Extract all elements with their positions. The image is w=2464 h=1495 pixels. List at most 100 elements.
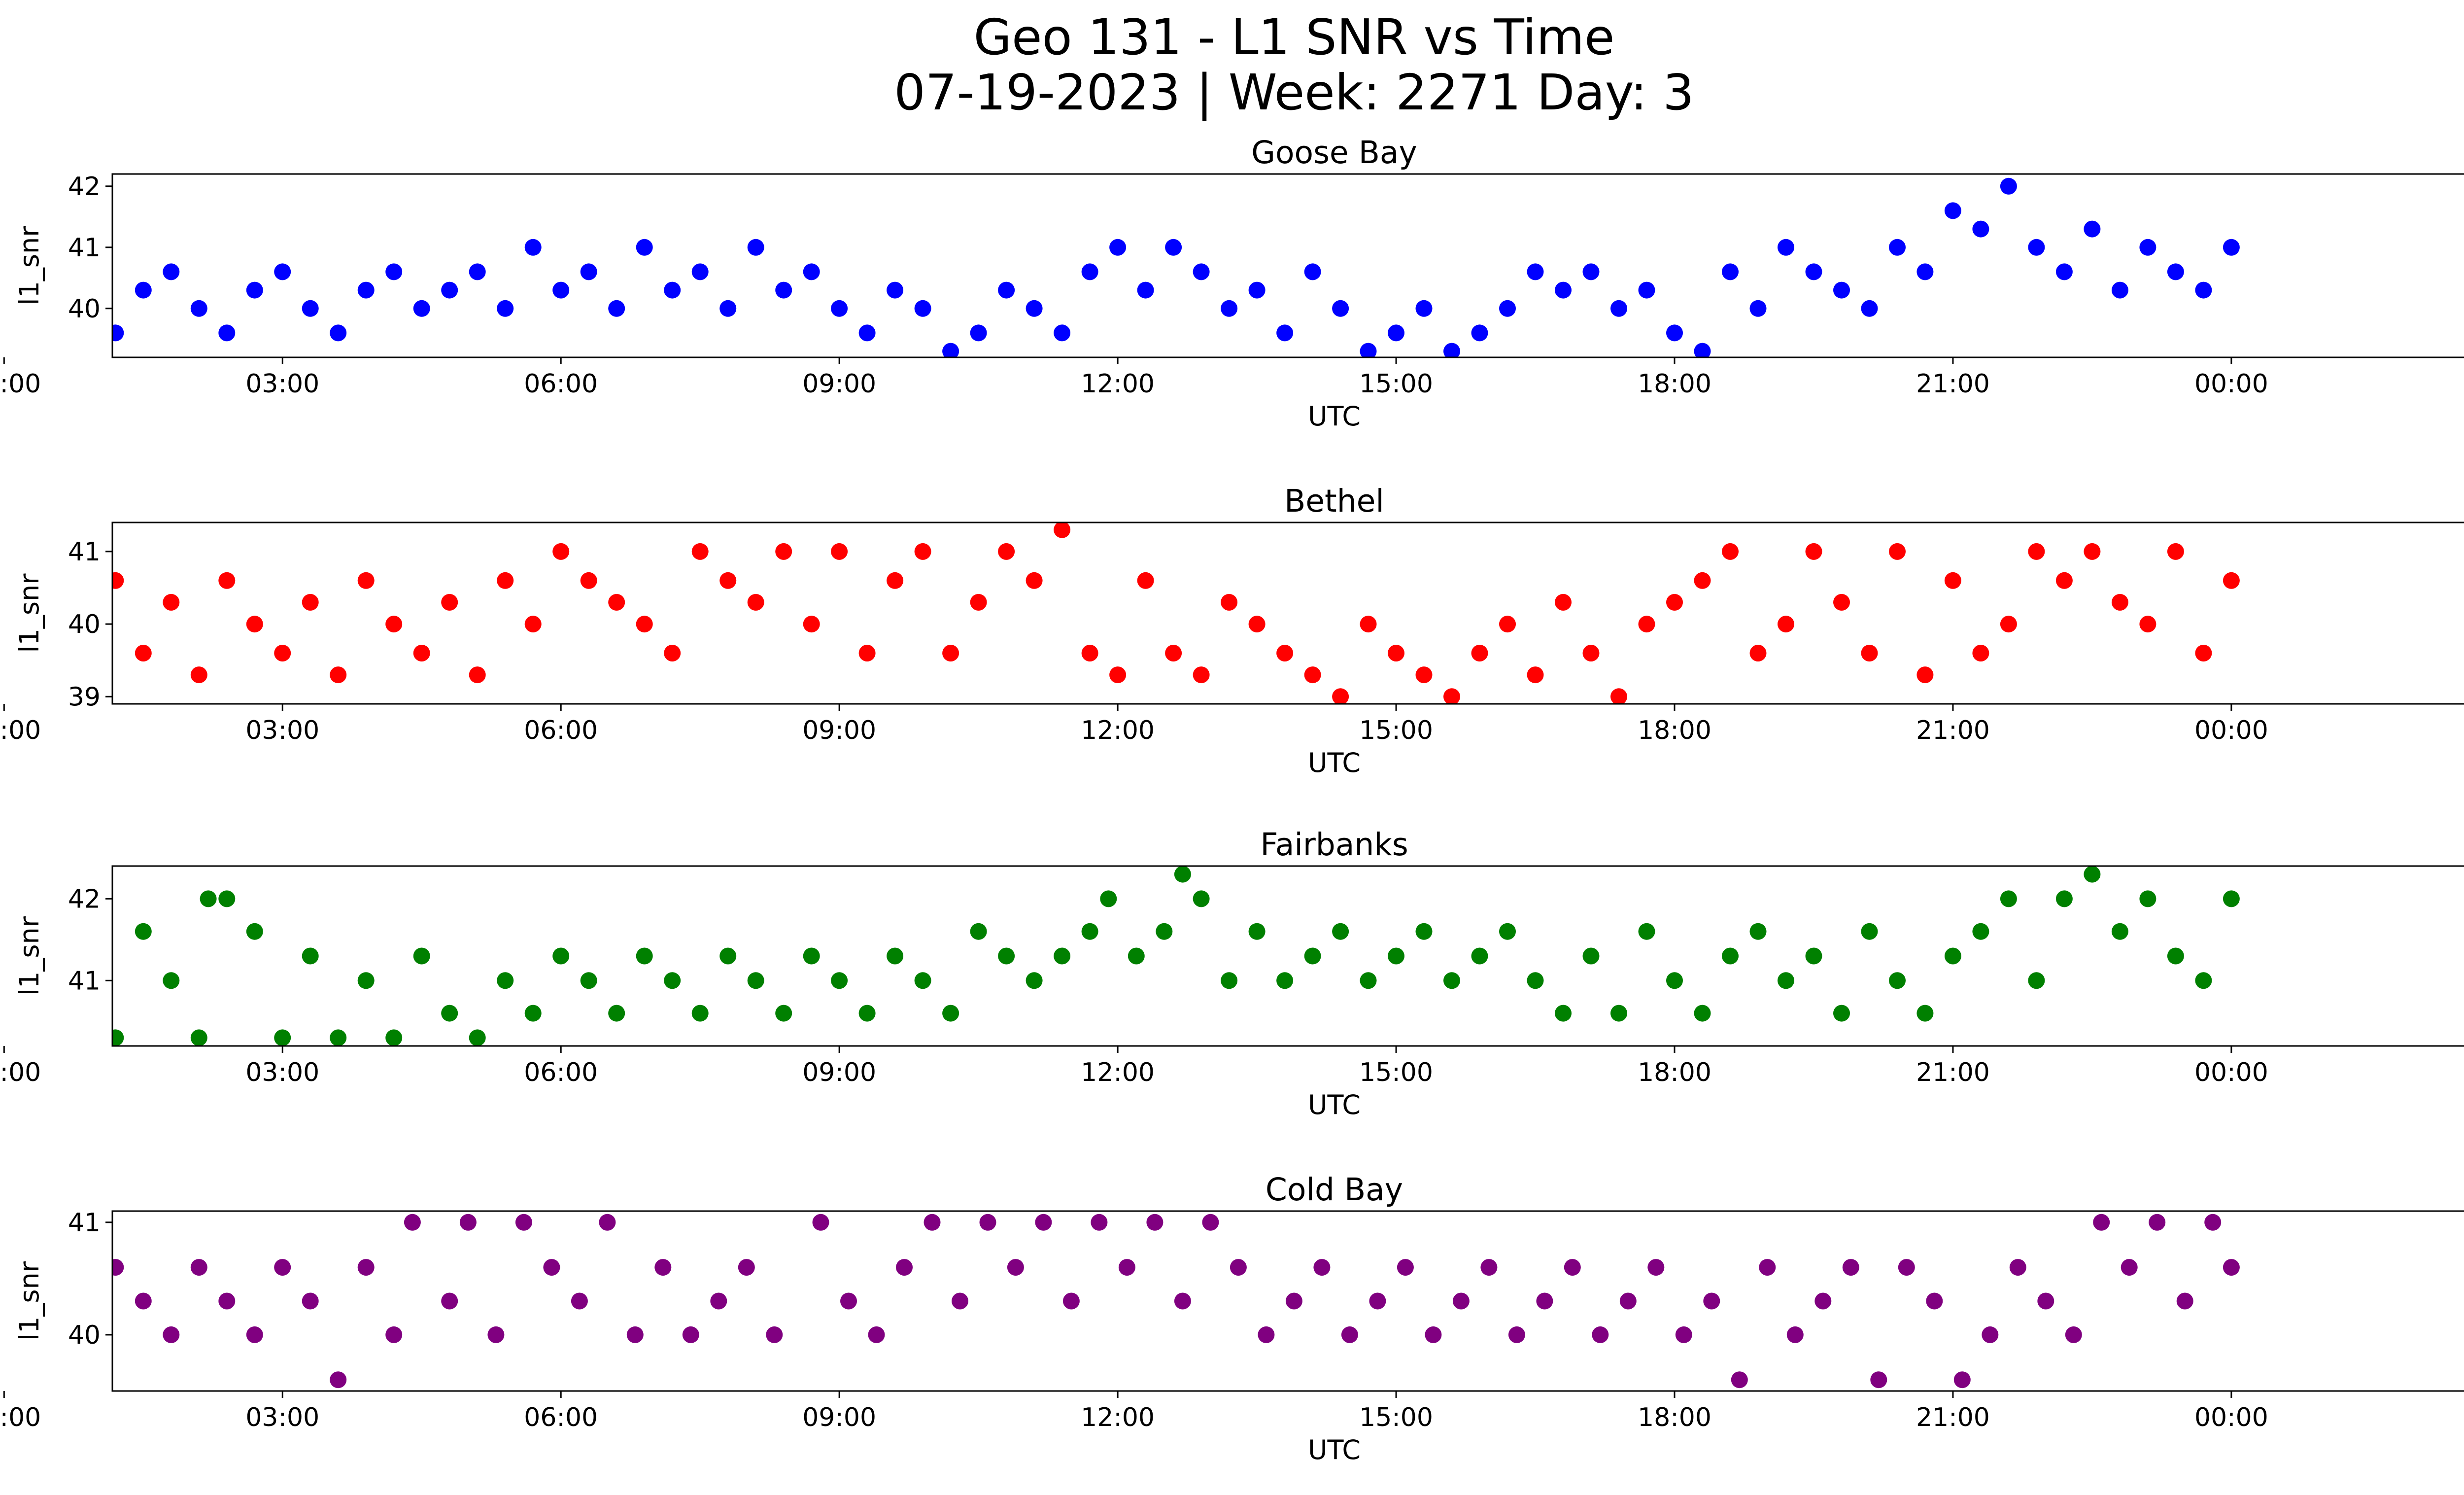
x-tick-label: 21:00: [1916, 1403, 1990, 1432]
x-tick-label: 06:00: [524, 369, 598, 399]
data-point: [1861, 923, 1878, 940]
data-point: [2223, 890, 2240, 907]
data-point: [970, 923, 987, 940]
data-point: [1248, 923, 1266, 940]
data-point: [1304, 947, 1321, 965]
data-point: [1415, 666, 1433, 684]
x-tick-label: 06:00: [524, 716, 598, 745]
data-point: [1508, 1326, 1525, 1343]
data-point: [1081, 645, 1098, 661]
data-point: [1109, 666, 1127, 684]
data-point: [1276, 645, 1294, 661]
data-point: [246, 1326, 263, 1343]
data-point: [302, 300, 319, 317]
data-point: [441, 593, 458, 611]
data-point: [571, 1292, 588, 1310]
data-point: [218, 324, 236, 342]
x-tick-label: 15:00: [1359, 1403, 1433, 1432]
data-point: [163, 1326, 180, 1343]
data-point: [1415, 300, 1433, 317]
y-axis-label: l1_snr: [14, 916, 45, 996]
y-tick-label: 41: [68, 537, 101, 567]
data-point: [1805, 263, 1822, 280]
data-point: [664, 645, 681, 661]
data-point: [2121, 1259, 2138, 1276]
data-point: [719, 947, 737, 965]
data-point: [1889, 239, 1906, 256]
axes-frame: [111, 1210, 2464, 1392]
x-axis-label: UTC: [1308, 1089, 1361, 1120]
data-point: [1091, 1214, 1108, 1231]
data-point: [691, 263, 709, 280]
data-point: [1313, 1259, 1331, 1276]
y-tick-label: 41: [68, 233, 101, 263]
data-point: [2084, 543, 2101, 560]
data-point: [135, 645, 152, 661]
data-point: [357, 972, 375, 989]
data-point: [2195, 645, 2212, 661]
data-point: [246, 923, 263, 940]
data-point: [691, 543, 709, 560]
data-point: [831, 972, 848, 989]
data-point: [887, 947, 904, 965]
data-point: [1805, 947, 1822, 965]
data-point: [1193, 666, 1210, 684]
x-tick-label: 12:00: [1081, 1403, 1155, 1432]
data-point: [580, 263, 597, 280]
data-point: [2149, 1214, 2166, 1231]
subplots-container: Goose Bay 00:00 03:00 06:00 09:00 12:00 15:00 1…: [0, 135, 2464, 1465]
data-point: [2055, 572, 2073, 589]
data-point: [1332, 300, 1349, 317]
data-point: [190, 1259, 207, 1276]
data-point: [1972, 220, 1989, 238]
y-tick-label: 42: [68, 172, 101, 202]
data-point: [1582, 645, 1600, 661]
data-point: [1916, 263, 1934, 280]
data-point: [1388, 324, 1404, 342]
data-point: [274, 1029, 291, 1046]
x-tick-label: 15:00: [1359, 369, 1433, 399]
data-point: [441, 281, 458, 299]
data-point: [2055, 263, 2073, 280]
subplot-1: Goose Bay 00:00 03:00 06:00 09:00 12:00 15:00 1…: [0, 135, 2464, 432]
data-point: [274, 1259, 291, 1276]
data-point: [2223, 572, 2240, 589]
data-point: [1778, 972, 1794, 989]
data-point: [1889, 543, 1906, 560]
data-point: [200, 890, 217, 907]
data-point: [1341, 1326, 1358, 1343]
data-point: [357, 1259, 375, 1276]
y-tick-label: 41: [68, 1208, 101, 1238]
data-point: [803, 616, 820, 633]
data-point: [302, 1292, 319, 1310]
data-point: [163, 593, 180, 611]
data-point: [1944, 202, 1961, 219]
data-point: [1527, 263, 1544, 280]
data-point: [1638, 281, 1655, 299]
data-point: [2084, 220, 2101, 238]
data-point: [469, 263, 486, 280]
data-point: [274, 645, 291, 661]
scatter-points: [112, 177, 2240, 357]
data-point: [1026, 972, 1043, 989]
y-tick-label: 40: [68, 610, 101, 639]
data-point: [1388, 645, 1404, 661]
data-point: [1555, 593, 1572, 611]
y-tick-label: 40: [68, 294, 101, 324]
data-point: [1805, 543, 1822, 560]
data-point: [1926, 1292, 1943, 1310]
x-tick-label: 00:00: [2194, 716, 2268, 745]
data-point: [1248, 616, 1266, 633]
data-point: [543, 1259, 560, 1276]
data-point: [441, 1292, 458, 1310]
data-point: [1193, 263, 1210, 280]
data-point: [738, 1259, 755, 1276]
x-tick-label: 12:00: [1081, 369, 1155, 399]
data-point: [2093, 1214, 2110, 1231]
data-point: [1833, 281, 1850, 299]
data-point: [1786, 1326, 1804, 1343]
data-point: [1221, 593, 1238, 611]
data-point: [608, 1005, 625, 1022]
data-point: [2028, 972, 2045, 989]
data-point: [1452, 1292, 1470, 1310]
